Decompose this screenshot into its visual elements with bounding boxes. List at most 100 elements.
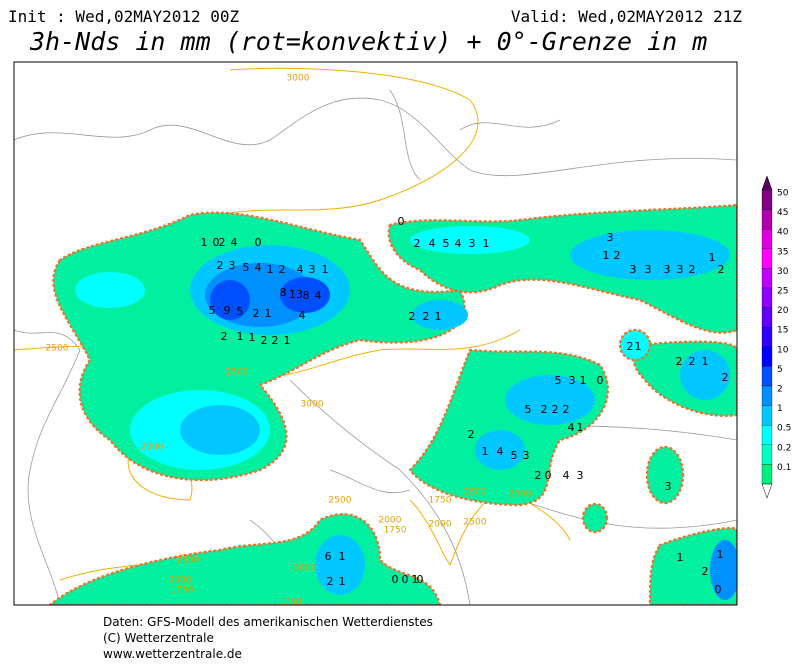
precip-value: 4 <box>299 309 306 322</box>
precip-area-moderate <box>680 350 730 400</box>
precip-value: 5 <box>525 403 532 416</box>
contour-label: 2500 <box>46 344 69 354</box>
precip-value: 2 <box>253 307 260 320</box>
legend-arrow-bottom <box>761 483 773 499</box>
precip-value: 2 <box>702 565 709 578</box>
legend-label: 30 <box>777 267 789 277</box>
precip-value: 3 <box>469 237 476 250</box>
footer-line: www.wetterzentrale.de <box>103 647 242 661</box>
precip-value: 2 <box>221 330 228 343</box>
precip-value: 3 <box>665 480 672 493</box>
legend-swatch <box>761 327 773 347</box>
precip-value: 1 <box>577 421 584 434</box>
precip-area-moderate <box>570 230 730 280</box>
contour-label: 1750 <box>384 526 407 536</box>
precip-value: 1 <box>265 307 272 320</box>
precip-value: 0 <box>392 573 399 586</box>
precip-value: 1 <box>709 251 716 264</box>
precip-value: 4 <box>429 237 436 250</box>
map-title: 3h-Nds in mm (rot=konvektiv) + 0°-Grenze… <box>29 27 707 56</box>
precip-value: 0 <box>597 374 604 387</box>
contour-label: 2500 <box>464 518 487 528</box>
precip-value: 4 <box>231 236 238 249</box>
precip-area-moderate <box>315 535 365 595</box>
legend-swatch <box>761 385 773 406</box>
precip-value: 5 <box>243 261 250 274</box>
precip-value: 0 <box>417 573 424 586</box>
legend-label: 15 <box>777 326 788 336</box>
map-labels: 3000250025003000200025002000250020001750… <box>46 74 729 608</box>
precip-value: 3 <box>569 374 576 387</box>
precip-value: 1 <box>267 263 274 276</box>
legend-swatch <box>761 366 773 387</box>
legend-label: 5 <box>777 365 783 375</box>
precip-value: 5 <box>511 449 518 462</box>
legend-label: 10 <box>777 345 789 355</box>
precip-value: 1 <box>249 331 256 344</box>
legend-label: 2 <box>777 385 783 395</box>
contour-label: 2000 <box>169 576 192 586</box>
precip-value: 0 <box>213 236 220 249</box>
precip-area-light <box>410 226 530 254</box>
precip-value: 2 <box>272 334 279 347</box>
precip-area-moderate <box>180 405 260 455</box>
precip-value: 13 <box>289 288 303 301</box>
precip-value: 3 <box>523 449 530 462</box>
precip-value: 5 <box>555 374 562 387</box>
precip-value: 2 <box>689 263 696 276</box>
precip-value: 0 <box>402 573 409 586</box>
precip-value: 2 <box>414 237 421 250</box>
precip-value: 8 <box>280 286 287 299</box>
legend-swatch <box>761 346 773 367</box>
precip-area-light <box>75 272 145 308</box>
precip-value: 2 <box>614 249 621 262</box>
legend-label: 0.5 <box>777 424 791 434</box>
precip-value: 1 <box>201 236 208 249</box>
contour-label: 2500 <box>329 496 352 506</box>
precip-value: 4 <box>455 237 462 250</box>
contour-label: 1750 <box>429 496 452 506</box>
legend-swatch <box>761 268 773 289</box>
valid-time: Valid: Wed,02MAY2012 21Z <box>511 7 743 26</box>
precip-value: 3 <box>229 259 236 272</box>
legend-swatch <box>761 287 773 308</box>
legend-label: 20 <box>777 306 789 316</box>
precip-areas <box>48 203 737 605</box>
legend-label: 35 <box>777 247 788 257</box>
precip-value: 1 <box>635 340 642 353</box>
legend-label: 25 <box>777 287 788 297</box>
precip-value: 1 <box>717 548 724 561</box>
precip-value: 1 <box>322 263 329 276</box>
precip-value: 1 <box>483 237 490 250</box>
contour-label: 2000 <box>379 516 402 526</box>
precip-value: 2 <box>468 428 475 441</box>
precip-value: 1 <box>435 310 442 323</box>
precip-value: 2 <box>261 334 268 347</box>
precip-value: 1 <box>677 551 684 564</box>
legend-swatch <box>761 464 773 485</box>
precip-area-moderate <box>475 430 525 470</box>
precip-value: 4 <box>297 263 304 276</box>
legend-label: 45 <box>777 208 788 218</box>
precip-value: 1 <box>339 550 346 563</box>
precip-value: 3 <box>309 263 316 276</box>
precip-value: 2 <box>563 403 570 416</box>
precip-value: 3 <box>677 263 684 276</box>
precip-value: 4 <box>315 289 322 302</box>
contour-label: 2500 <box>177 556 200 566</box>
contour-label: 2500 <box>464 488 487 498</box>
precip-value: 5 <box>237 305 244 318</box>
precip-value: 2 <box>676 355 683 368</box>
legend-label: 1 <box>777 404 783 414</box>
precip-value: 1 <box>580 374 587 387</box>
precip-value: 2 <box>219 236 226 249</box>
precip-value: 8 <box>303 289 310 302</box>
contour-label: 2500 <box>226 368 249 378</box>
precip-value: 1 <box>237 330 244 343</box>
precip-value: 6 <box>325 550 332 563</box>
legend-swatch <box>761 248 773 269</box>
precip-value: 2 <box>423 310 430 323</box>
precip-value: 1 <box>702 355 709 368</box>
precip-value: 0 <box>255 236 262 249</box>
